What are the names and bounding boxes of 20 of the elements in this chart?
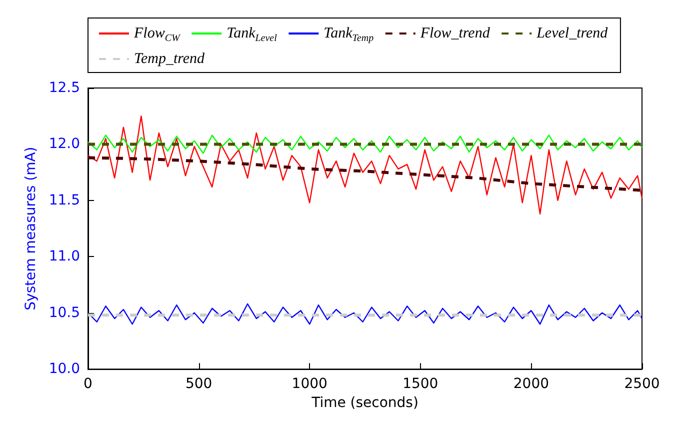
- y-tick-label: 12.5: [48, 80, 80, 96]
- x-tick-label: 1000: [292, 376, 328, 392]
- legend-label: Flow_trend: [419, 26, 490, 42]
- line-series: [87, 303, 643, 325]
- y-tick-label: 12.0: [48, 136, 80, 152]
- x-tick-label: 2000: [513, 376, 550, 392]
- y-tick-label: 10.0: [48, 361, 80, 378]
- legend-label: Level_trend: [536, 26, 608, 42]
- x-tick-label: 2500: [624, 376, 660, 392]
- x-tick-label: 1500: [402, 376, 438, 392]
- legend-label: Temp_trend: [134, 51, 206, 67]
- x-tick-label: 500: [185, 376, 212, 392]
- line-series: [87, 116, 643, 215]
- y-tick-label: 10.5: [48, 304, 80, 321]
- line-series: [87, 134, 643, 154]
- y-axis-title: System measures (mA): [22, 146, 39, 310]
- y-tick-label: 11.5: [48, 192, 80, 208]
- x-axis-title: Time (seconds): [310, 395, 418, 411]
- x-tick-label: 0: [84, 376, 92, 392]
- y-tick-label: 11.0: [48, 248, 80, 265]
